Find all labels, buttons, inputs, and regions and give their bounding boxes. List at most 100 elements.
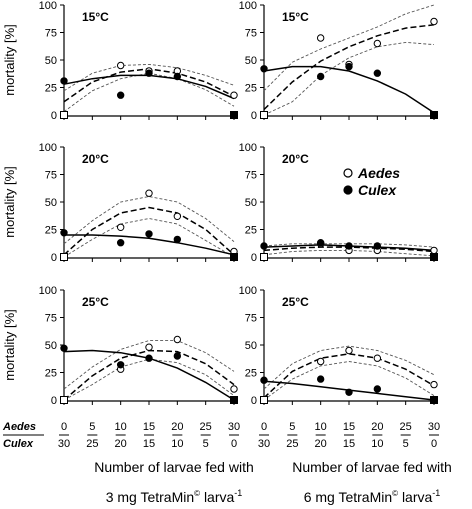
x-cat-aedes-left: 5 (89, 421, 95, 433)
aedes-point (173, 335, 182, 344)
y-tick-label: 100 (39, 142, 57, 154)
y-tick-label: 75 (45, 313, 57, 325)
aedes-fit-line (263, 24, 435, 111)
culex-point (316, 72, 325, 81)
culex-point (173, 235, 182, 244)
aedes-point (316, 357, 325, 366)
aedes-point (145, 343, 153, 351)
x-cat-culex-right: 5 (403, 438, 409, 450)
x-cat-aedes-right: 25 (400, 421, 412, 433)
y-tick-label: 25 (45, 225, 57, 237)
culex-point (145, 230, 153, 238)
culex-point (260, 376, 268, 384)
culex-point-square (430, 111, 438, 119)
temperature-label: 25°C (82, 295, 109, 309)
culex-point (373, 242, 382, 250)
culex-fit-line (64, 234, 235, 256)
x-cat-culex-left: 20 (115, 438, 127, 450)
y-tick-label: 25 (45, 83, 57, 95)
x-cat-aedes-right: 20 (371, 421, 383, 433)
aedes-point-square (260, 111, 268, 119)
y-tick-label: 25 (245, 225, 257, 237)
culex-point (345, 388, 353, 396)
y-tick-label: 0 (51, 395, 57, 407)
y-tick-label: 0 (251, 395, 257, 407)
culex-point (373, 69, 382, 77)
x-cat-culex-left: 15 (143, 438, 155, 450)
temperature-label: 20°C (82, 152, 109, 166)
ci-upper-line (63, 340, 235, 390)
panels-group: 0 25 50 75 100 mortality [%] 15°C 0 25 50 75 100 15°… (2, 0, 438, 407)
y-tick-label: 0 (51, 252, 57, 264)
x-axis-title-left-line2: 3 mg TetraMin© larva-1 (106, 488, 243, 505)
aedes-point-square (60, 111, 68, 119)
aedes-point-square (260, 253, 268, 261)
y-tick-label: 25 (245, 368, 257, 380)
ci-lower-line (63, 218, 235, 258)
ci-lower-line (263, 361, 435, 401)
x-axis-title-right: Number of larvae fed with 6 mg TetraMin©… (292, 459, 452, 505)
ci-lower-line (63, 72, 235, 113)
x-row-label-aedes: Aedes (2, 421, 36, 433)
aedes-point (430, 246, 438, 255)
x-cat-aedes-right: 15 (343, 421, 355, 433)
culex-point (60, 344, 68, 352)
culex-point (116, 239, 125, 247)
x-category-labels: 0 30 5 25 10 20 15 15 20 10 25 5 30 0 0 30 5 25 10 20 15 15 20… (2, 421, 440, 450)
aedes-fit-line (63, 206, 235, 256)
y-tick-label: 25 (45, 368, 57, 380)
x-cat-aedes-left: 30 (228, 421, 240, 433)
y-tick-label: 75 (245, 313, 257, 325)
ci-upper-line (263, 345, 435, 390)
temperature-label: 15°C (282, 10, 309, 24)
aedes-fit-line (263, 353, 435, 399)
panel-right-mid: 0 25 50 75 100 20°C (239, 142, 438, 264)
aedes-point (373, 354, 382, 362)
x-cat-culex-left: 10 (171, 438, 183, 450)
culex-point (345, 242, 353, 250)
aedes-point-square (260, 396, 268, 404)
y-tick-label: 0 (51, 110, 57, 122)
culex-point (116, 91, 125, 99)
culex-fit-line (263, 65, 435, 114)
y-tick-label: 50 (245, 55, 257, 67)
y-tick-label: 50 (45, 197, 57, 209)
panel-left-top: 0 25 50 75 100 mortality [%] 15°C (2, 0, 238, 122)
panel-right-top: 0 25 50 75 100 15°C (239, 0, 438, 122)
x-cat-aedes-right: 0 (261, 421, 267, 433)
culex-point (260, 242, 268, 250)
y-tick-label: 75 (45, 28, 57, 40)
y-tick-label: 100 (39, 0, 57, 12)
y-tick-label: 50 (45, 55, 57, 67)
ci-upper-line (263, 4, 435, 92)
x-cat-culex-right: 0 (431, 438, 437, 450)
y-tick-label: 75 (245, 170, 257, 182)
aedes-point (230, 91, 238, 99)
culex-point (60, 77, 68, 85)
culex-point-square (230, 396, 238, 404)
x-cat-culex-right: 30 (258, 438, 270, 450)
x-cat-culex-right: 25 (286, 438, 298, 450)
culex-point (260, 65, 268, 73)
y-tick-label: 50 (245, 197, 257, 209)
x-cat-culex-right: 15 (343, 438, 355, 450)
panel-right-bottom: 0 25 50 75 100 25°C (239, 285, 438, 407)
y-tick-label: 0 (251, 110, 257, 122)
y-tick-label: 100 (39, 285, 57, 297)
culex-point-square (430, 396, 438, 404)
y-tick-label: 50 (45, 340, 57, 352)
y-tick-label: 25 (245, 83, 257, 95)
legend-label-aedes: Aedes (357, 165, 400, 181)
panel-left-bottom: 0 25 50 75 100 mortality [%] 25°C (2, 285, 238, 407)
aedes-point (230, 385, 238, 393)
culex-fit-line (63, 74, 235, 100)
y-tick-label: 75 (45, 170, 57, 182)
x-axis-title-right-line2: 6 mg TetraMin© larva-1 (304, 488, 441, 505)
culex-point-square (230, 111, 238, 119)
y-tick-label: 100 (239, 142, 257, 154)
panel-left-mid: 0 25 50 75 100 mortality [%] 20°C (2, 142, 238, 264)
aedes-point-square (60, 396, 68, 404)
aedes-point (345, 346, 353, 355)
